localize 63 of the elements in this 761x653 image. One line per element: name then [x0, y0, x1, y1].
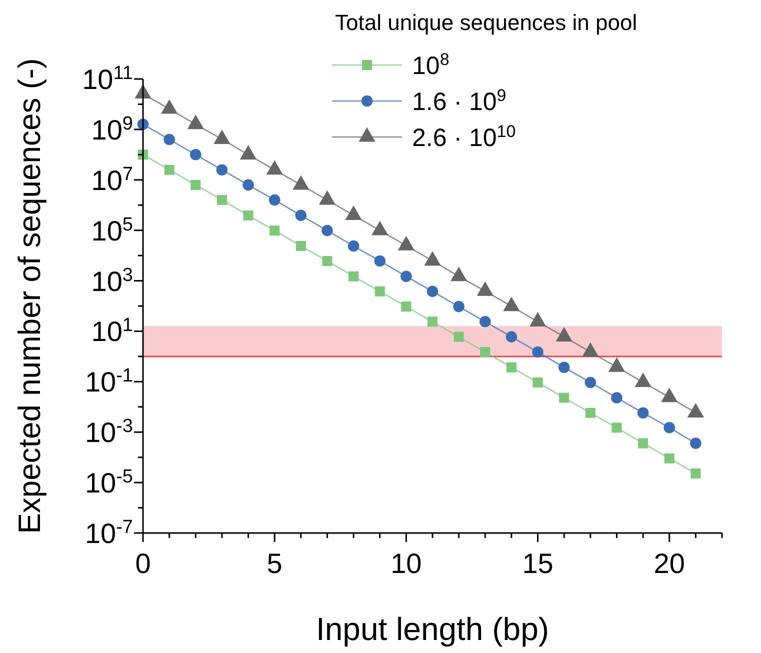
point	[638, 438, 648, 448]
x-tick-label: 15	[522, 548, 554, 579]
y-tick-label: 10$^{-7}$	[84, 516, 133, 549]
point	[690, 438, 702, 449]
y-tick-label: 10$^{-1}$	[84, 365, 133, 398]
point	[243, 210, 254, 220]
x-tick-label: 0	[135, 548, 151, 579]
point	[322, 224, 333, 236]
point	[401, 302, 412, 312]
point	[559, 392, 570, 403]
point	[190, 149, 202, 160]
y-tick-label: 10$^{11}$	[82, 62, 133, 95]
point	[611, 392, 622, 404]
point	[268, 194, 280, 206]
y-tick-label: 10$^{9}$	[91, 112, 133, 146]
point	[480, 347, 490, 358]
point	[400, 270, 412, 282]
legend-label: 1.6 · 10$^{9}$	[412, 86, 506, 116]
x-axis-title: Input length (bp)	[316, 611, 550, 647]
legend-title: Total unique sequences in pool	[335, 10, 638, 35]
point	[374, 286, 385, 296]
point	[454, 332, 464, 342]
point	[164, 134, 175, 146]
x-tick-label: 5	[266, 548, 282, 579]
x-tick-label: 20	[654, 548, 685, 579]
point	[506, 331, 518, 342]
point	[216, 164, 228, 176]
point	[428, 316, 438, 327]
y-tick-label: 10$^{5}$	[91, 214, 133, 246]
point	[479, 316, 491, 328]
point	[664, 453, 674, 464]
point	[690, 468, 701, 478]
point	[348, 271, 359, 282]
point	[532, 346, 544, 358]
point	[348, 240, 360, 252]
point	[426, 286, 438, 298]
point	[532, 377, 543, 388]
legend-label: 2.6 · 10$^{10}$	[412, 122, 516, 152]
y-tick-label: 10$^{7}$	[91, 163, 133, 196]
legend-label: 10$^{8}$	[412, 50, 450, 80]
y-tick-label: 10$^{1}$	[91, 314, 133, 348]
point	[453, 300, 464, 312]
point	[637, 407, 649, 418]
point	[242, 179, 254, 191]
point	[216, 194, 227, 205]
point	[296, 240, 306, 251]
point	[558, 362, 570, 373]
point	[506, 362, 516, 372]
point	[295, 210, 307, 222]
point	[322, 256, 332, 266]
y-axis-title: Expected number of sequences (-)	[12, 58, 47, 534]
point	[164, 164, 174, 175]
point	[584, 376, 596, 388]
y-tick-label: 10$^{-3}$	[84, 416, 133, 448]
point	[374, 255, 386, 267]
point	[612, 422, 622, 433]
x-tick-label: 10	[390, 548, 422, 579]
point	[664, 422, 676, 434]
y-tick-label: 10$^{3}$	[91, 264, 133, 297]
point	[585, 408, 596, 418]
y-tick-label: 10$^{-5}$	[84, 466, 133, 499]
point	[190, 180, 201, 190]
point	[270, 226, 280, 236]
